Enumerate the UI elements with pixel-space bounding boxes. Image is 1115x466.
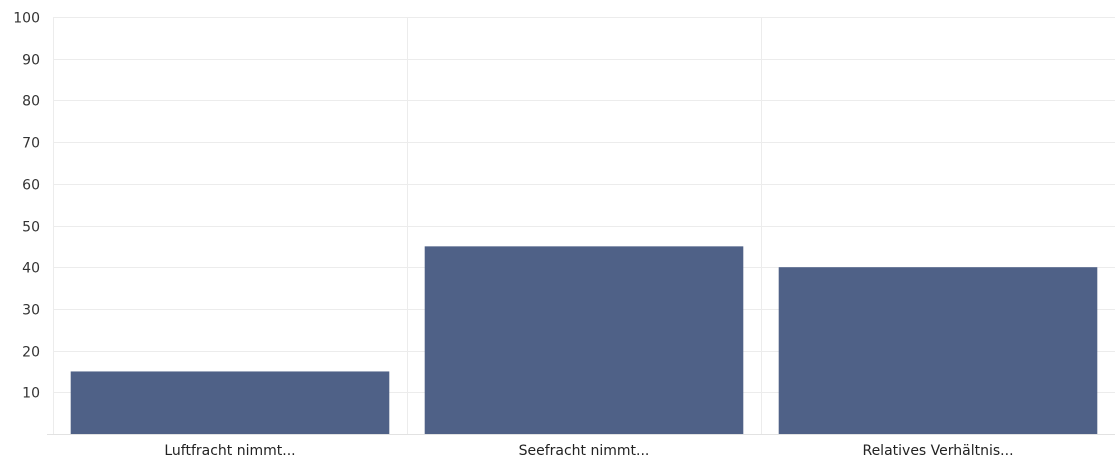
y-tick-label-60: 60 [22, 178, 40, 194]
x-category-label-2: Seefracht nimmt... [519, 443, 650, 459]
y-tick-label-40: 40 [22, 261, 40, 277]
y-tick-label-100: 100 [13, 11, 40, 27]
y-tick-label-90: 90 [22, 53, 40, 69]
y-tick-label-10: 10 [22, 386, 40, 402]
y-tick-label-30: 30 [22, 303, 40, 319]
y-tick-label-20: 20 [22, 345, 40, 361]
y-tick-label-70: 70 [22, 136, 40, 152]
bar-layer [70, 246, 1098, 434]
x-category-label-1: Luftfracht nimmt... [164, 443, 295, 459]
y-tick-label-80: 80 [22, 94, 40, 110]
y-tick-label-50: 50 [22, 220, 40, 236]
grid-layer [53, 17, 1115, 434]
bar-3 [778, 267, 1098, 434]
bar-1 [70, 371, 390, 434]
bar-2 [424, 246, 744, 434]
x-category-label-3: Relatives Verhältnis... [862, 443, 1013, 459]
axis-layer: 10 20 30 40 50 60 70 80 90 100 Luftfracht nimmt...… [13, 11, 1115, 459]
